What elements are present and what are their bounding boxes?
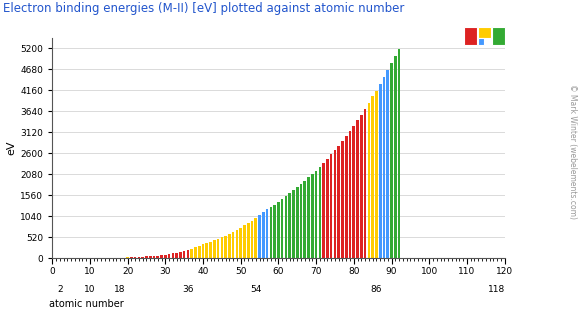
Bar: [311, 174, 314, 258]
Bar: [198, 246, 201, 258]
Bar: [356, 120, 359, 258]
Bar: [318, 167, 321, 258]
Bar: [334, 150, 336, 258]
Bar: [270, 207, 272, 258]
Bar: [172, 254, 174, 258]
Bar: [379, 83, 382, 258]
Text: Electron binding energies (M-II) [eV] plotted against atomic number: Electron binding energies (M-II) [eV] pl…: [3, 2, 404, 14]
Text: 54: 54: [250, 285, 262, 294]
Bar: [179, 252, 182, 258]
Bar: [258, 215, 261, 258]
Bar: [360, 115, 362, 258]
Text: 2: 2: [57, 285, 63, 294]
Bar: [266, 209, 269, 258]
Bar: [194, 248, 197, 258]
Y-axis label: eV: eV: [6, 141, 16, 155]
Text: 36: 36: [182, 285, 194, 294]
Bar: [281, 199, 284, 258]
Bar: [175, 253, 178, 258]
Bar: [142, 257, 144, 258]
Bar: [277, 202, 280, 258]
Bar: [205, 243, 208, 258]
Bar: [220, 237, 223, 258]
Bar: [375, 91, 378, 258]
Bar: [390, 63, 393, 258]
Bar: [345, 136, 347, 258]
Bar: [285, 196, 287, 258]
Bar: [326, 158, 329, 258]
Bar: [386, 70, 389, 258]
Bar: [292, 190, 295, 258]
Bar: [255, 218, 257, 258]
Bar: [213, 240, 216, 258]
Bar: [228, 234, 231, 258]
Bar: [338, 146, 340, 258]
Bar: [183, 251, 186, 258]
Text: 10: 10: [84, 285, 96, 294]
Text: 86: 86: [371, 285, 382, 294]
Bar: [126, 257, 129, 258]
Bar: [235, 230, 238, 258]
Bar: [349, 131, 351, 258]
Bar: [262, 212, 264, 258]
Bar: [187, 250, 189, 258]
Bar: [383, 77, 385, 258]
Bar: [315, 170, 317, 258]
Bar: [190, 249, 193, 258]
Bar: [240, 228, 242, 258]
Text: 118: 118: [488, 285, 506, 294]
Bar: [130, 257, 133, 258]
Bar: [273, 205, 276, 258]
Bar: [296, 187, 299, 258]
Bar: [398, 49, 400, 258]
Bar: [209, 242, 212, 258]
Bar: [330, 154, 332, 258]
Text: 18: 18: [114, 285, 126, 294]
Bar: [202, 244, 204, 258]
Bar: [371, 96, 374, 258]
Bar: [303, 180, 306, 258]
Bar: [247, 223, 249, 258]
Bar: [251, 221, 253, 258]
Bar: [341, 141, 344, 258]
Bar: [394, 56, 397, 258]
Text: atomic number: atomic number: [49, 299, 124, 309]
Bar: [322, 163, 325, 258]
Bar: [168, 254, 171, 258]
Bar: [137, 257, 140, 258]
Bar: [149, 256, 151, 258]
Bar: [232, 232, 234, 258]
Bar: [134, 257, 136, 258]
Bar: [160, 255, 163, 258]
Text: © Mark Winter (webelements.com): © Mark Winter (webelements.com): [568, 84, 577, 219]
Bar: [288, 193, 291, 258]
Bar: [368, 103, 370, 258]
Bar: [153, 256, 155, 258]
Bar: [243, 226, 246, 258]
Bar: [224, 236, 227, 258]
Bar: [157, 256, 159, 258]
Bar: [217, 239, 219, 258]
Bar: [164, 255, 166, 258]
Bar: [307, 177, 310, 258]
Bar: [145, 256, 148, 258]
Bar: [364, 109, 367, 258]
Bar: [353, 126, 355, 258]
Bar: [300, 184, 302, 258]
